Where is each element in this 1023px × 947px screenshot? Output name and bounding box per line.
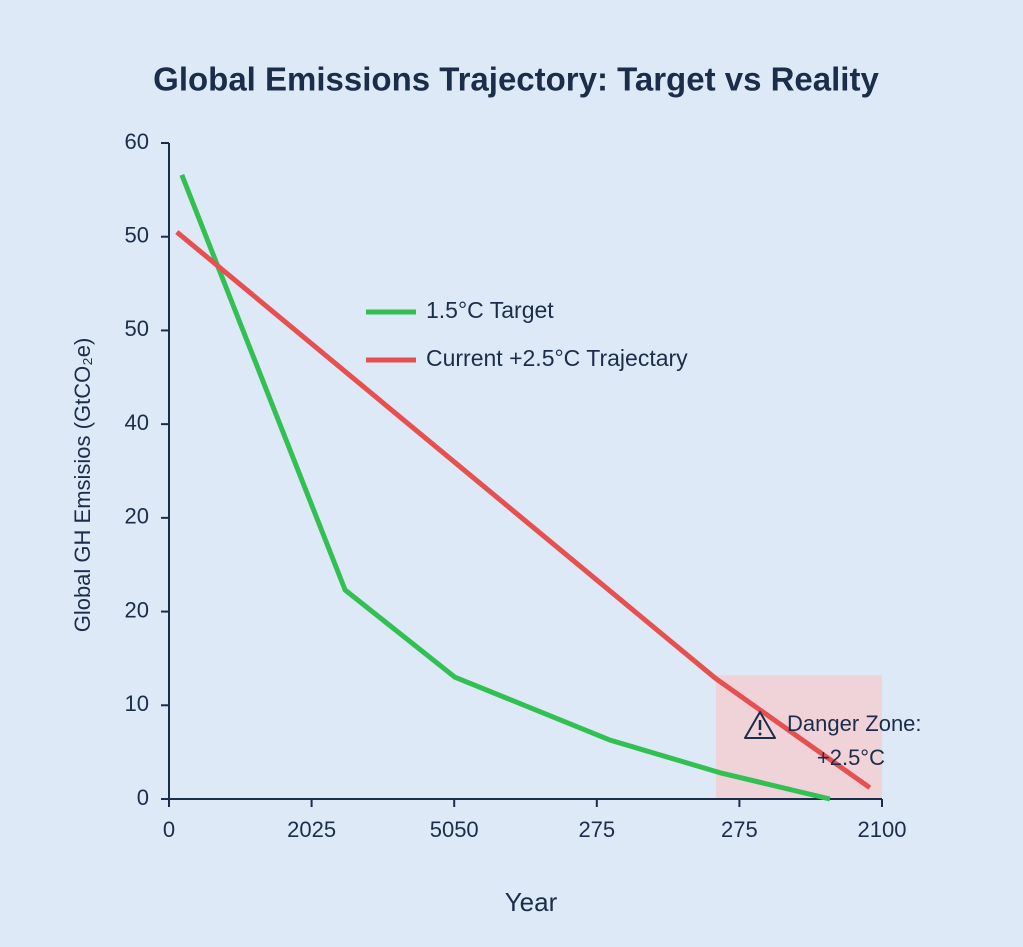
chart-title: Global Emissions Trajectory: Target vs R… <box>153 61 879 98</box>
series-line <box>175 230 872 790</box>
y-tick-label: 40 <box>125 410 149 435</box>
danger-zone-label: Danger Zone: <box>787 711 922 736</box>
y-tick-label: 0 <box>137 785 149 810</box>
y-tick-label: 60 <box>125 129 149 154</box>
x-tick-label: 275 <box>721 817 758 842</box>
x-tick-label: 275 <box>578 817 615 842</box>
x-tick-label: 5050 <box>430 817 479 842</box>
y-tick-label: 20 <box>125 504 149 529</box>
y-tick-label: 50 <box>125 223 149 248</box>
x-tick-label: 2100 <box>858 817 907 842</box>
y-axis-label: Global GH Emsisios (GtCO₂e) <box>70 338 95 633</box>
y-tick-label: 10 <box>125 691 149 716</box>
warning-icon-dot <box>758 732 762 736</box>
y-tick-label: 50 <box>125 316 149 341</box>
x-tick-label: 0 <box>163 817 175 842</box>
legend-label: Current +2.5°C Trajectary <box>426 345 688 371</box>
x-tick-label: 2025 <box>287 817 336 842</box>
danger-zone-label: +2.5°C <box>817 745 885 770</box>
y-tick-label: 20 <box>125 597 149 622</box>
warning-icon <box>744 711 776 739</box>
x-axis-label: Year <box>505 887 558 917</box>
legend-label: 1.5°C Target <box>426 297 554 323</box>
series-line <box>179 173 831 802</box>
